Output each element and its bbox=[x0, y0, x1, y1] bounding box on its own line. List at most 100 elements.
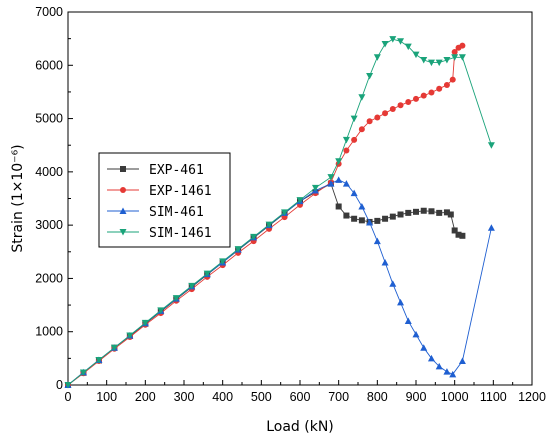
legend-label: EXP-461 bbox=[149, 163, 204, 178]
data-point bbox=[435, 362, 443, 370]
data-point bbox=[436, 85, 443, 92]
data-point bbox=[447, 211, 454, 218]
legend-label: SIM-461 bbox=[149, 205, 204, 220]
data-point bbox=[405, 209, 412, 216]
data-point bbox=[265, 221, 273, 229]
y-axis-title: Strain (1×10⁻⁶) bbox=[10, 144, 26, 252]
data-point bbox=[366, 218, 374, 226]
legend-item: SIM-461 bbox=[107, 205, 204, 220]
y-tick-label: 6000 bbox=[35, 58, 63, 72]
x-tick-label: 1000 bbox=[441, 390, 469, 404]
data-point bbox=[397, 38, 405, 45]
data-point bbox=[172, 295, 180, 302]
data-point bbox=[443, 368, 451, 375]
data-point bbox=[420, 92, 427, 99]
data-point bbox=[427, 59, 435, 67]
data-point bbox=[382, 110, 389, 117]
data-point bbox=[458, 357, 466, 365]
data-point bbox=[443, 56, 451, 64]
x-tick-label: 800 bbox=[367, 390, 388, 404]
x-tick-label: 900 bbox=[406, 390, 427, 404]
data-point bbox=[335, 203, 342, 210]
data-point bbox=[443, 82, 450, 89]
data-point bbox=[443, 209, 450, 216]
x-tick-label: 200 bbox=[135, 390, 156, 404]
data-point bbox=[358, 217, 365, 224]
data-point bbox=[397, 298, 405, 306]
data-point bbox=[335, 176, 343, 183]
x-tick-label: 400 bbox=[212, 390, 233, 404]
x-tick-label: 600 bbox=[290, 390, 311, 404]
data-point bbox=[157, 307, 165, 314]
data-point bbox=[327, 174, 335, 181]
legend-label: EXP-1461 bbox=[149, 184, 212, 199]
data-point bbox=[281, 209, 289, 216]
data-point bbox=[350, 115, 358, 123]
x-axis-title: Load (kN) bbox=[266, 419, 334, 435]
data-point bbox=[420, 207, 427, 214]
legend-item: SIM-1461 bbox=[107, 226, 212, 241]
data-point bbox=[343, 147, 350, 154]
data-point bbox=[487, 142, 495, 149]
data-point bbox=[455, 231, 462, 238]
y-tick-label: 7000 bbox=[35, 5, 63, 19]
y-tick-label: 5000 bbox=[35, 112, 63, 126]
data-point bbox=[435, 59, 443, 67]
data-point bbox=[358, 126, 365, 133]
data-point bbox=[351, 136, 358, 143]
data-point bbox=[366, 72, 374, 80]
data-point bbox=[350, 189, 358, 197]
data-point bbox=[459, 232, 466, 239]
data-point bbox=[219, 258, 227, 265]
data-point bbox=[342, 180, 350, 187]
data-point bbox=[412, 51, 420, 59]
data-point bbox=[296, 197, 304, 204]
data-point bbox=[343, 212, 350, 219]
legend-marker bbox=[120, 166, 126, 172]
data-point bbox=[427, 354, 435, 362]
data-point bbox=[404, 317, 412, 325]
x-axis: 0 100 200 300 400 500 600 700 800 900 1000 1100 1200 bbox=[65, 380, 546, 404]
data-point bbox=[420, 344, 428, 351]
y-axis: 0 1000 2000 3000 4000 5000 6000 7000 bbox=[35, 5, 73, 392]
y-tick-label: 3000 bbox=[35, 218, 63, 232]
data-point bbox=[381, 40, 389, 48]
data-point bbox=[397, 102, 404, 109]
data-point bbox=[487, 224, 495, 231]
data-point bbox=[381, 258, 389, 266]
data-point bbox=[126, 332, 134, 339]
data-point bbox=[451, 54, 459, 61]
x-tick-label: 700 bbox=[328, 390, 349, 404]
y-tick-label: 2000 bbox=[35, 271, 63, 285]
data-point bbox=[397, 211, 404, 218]
data-point bbox=[358, 202, 366, 210]
data-point bbox=[374, 217, 381, 224]
y-tick-label: 1000 bbox=[35, 325, 63, 339]
x-tick-label: 100 bbox=[96, 390, 117, 404]
data-point bbox=[449, 76, 456, 83]
data-point bbox=[64, 382, 72, 389]
x-tick-label: 1200 bbox=[518, 390, 546, 404]
data-point bbox=[95, 356, 103, 364]
y-tick-label: 4000 bbox=[35, 165, 63, 179]
data-point bbox=[389, 105, 396, 112]
data-point bbox=[428, 208, 435, 215]
legend: EXP-461 EXP-1461 SIM-461 SIM-1461 bbox=[98, 152, 231, 248]
data-point bbox=[110, 344, 118, 352]
data-point bbox=[374, 114, 381, 121]
data-point bbox=[428, 89, 435, 96]
data-point bbox=[203, 270, 211, 278]
data-point bbox=[458, 54, 466, 61]
data-point bbox=[366, 118, 373, 125]
y-tick-label: 0 bbox=[56, 378, 63, 392]
data-point bbox=[342, 136, 350, 144]
data-point bbox=[451, 48, 458, 55]
data-point bbox=[327, 180, 335, 187]
data-point bbox=[404, 43, 412, 51]
data-point bbox=[351, 215, 358, 222]
data-point bbox=[389, 280, 397, 287]
legend-item: EXP-1461 bbox=[107, 184, 212, 199]
series-layer bbox=[64, 36, 495, 389]
data-point bbox=[451, 227, 458, 234]
